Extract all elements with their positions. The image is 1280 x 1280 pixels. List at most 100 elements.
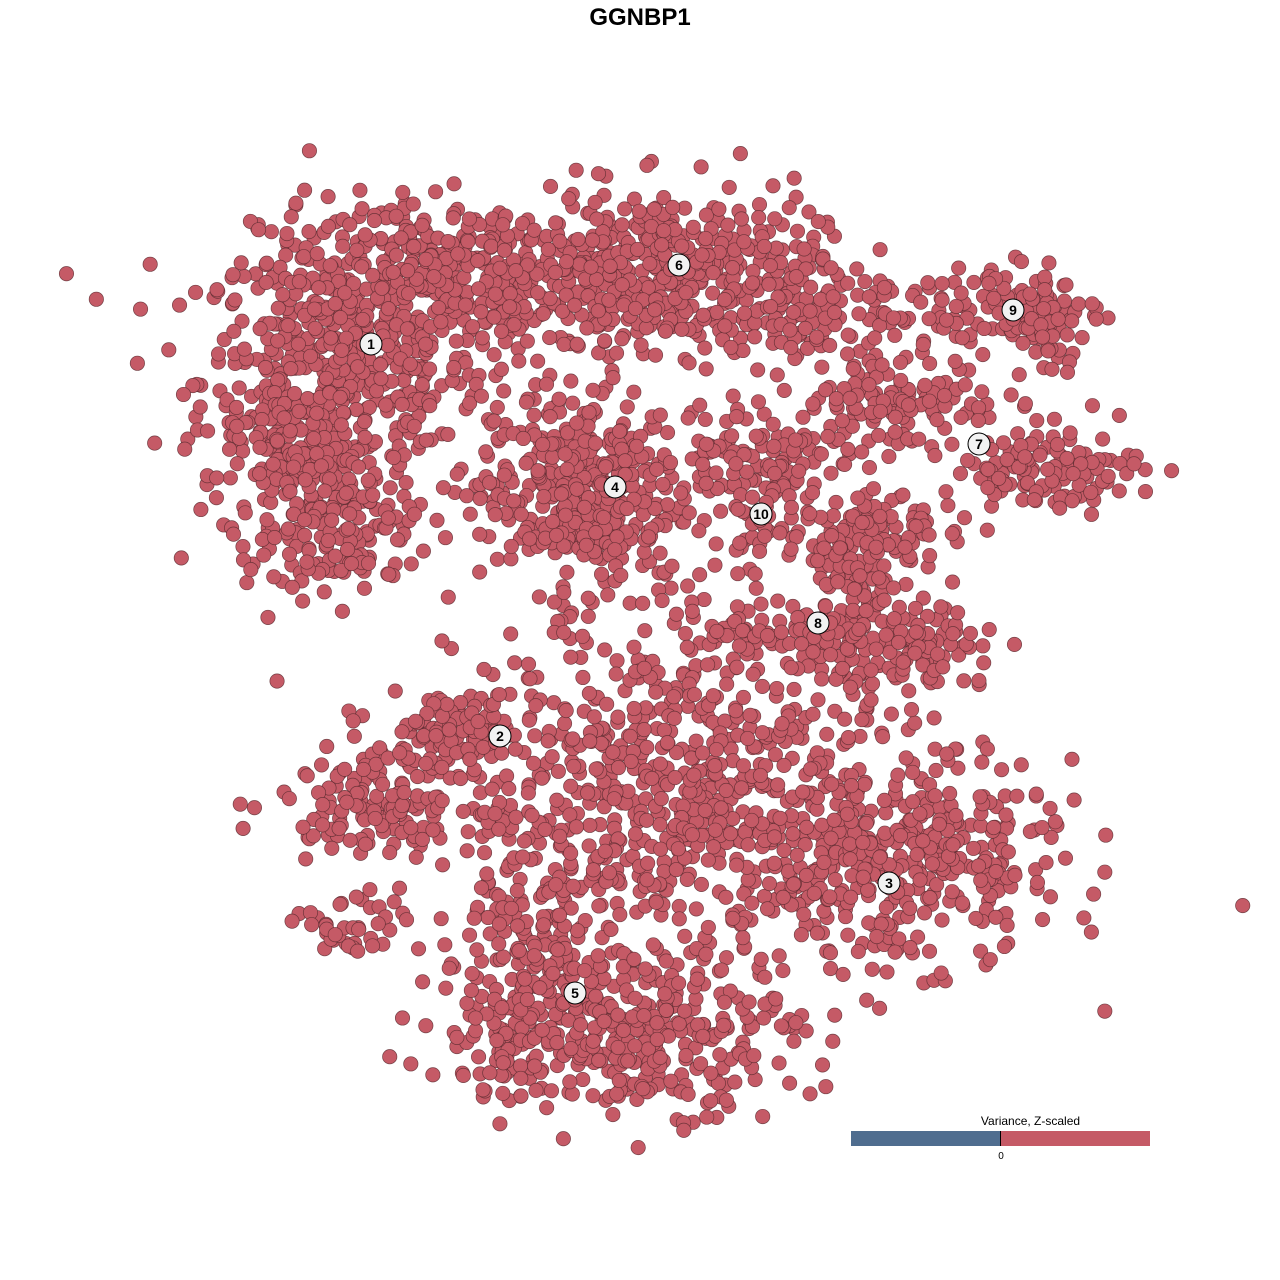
- data-point: [970, 412, 986, 429]
- data-point: [911, 431, 927, 447]
- data-point: [901, 397, 917, 413]
- data-point: [708, 742, 725, 758]
- data-point: [636, 1008, 652, 1024]
- data-point: [1026, 492, 1042, 508]
- data-point: [931, 816, 947, 832]
- data-point: [637, 623, 653, 639]
- data-point: [902, 900, 918, 916]
- data-point: [585, 382, 601, 398]
- data-point: [578, 537, 594, 553]
- data-point: [996, 938, 1012, 955]
- data-point: [577, 963, 593, 979]
- data-point: [745, 666, 761, 682]
- data-point: [548, 877, 564, 893]
- data-point: [830, 574, 846, 590]
- data-point: [842, 679, 858, 695]
- data-point: [718, 1092, 734, 1108]
- data-point: [486, 347, 502, 363]
- data-point: [652, 1050, 668, 1066]
- data-point: [528, 1082, 544, 1099]
- data-point: [805, 706, 821, 722]
- cluster-label-6: 6: [667, 253, 691, 277]
- data-point: [482, 1065, 498, 1081]
- data-point: [581, 404, 597, 421]
- data-point: [656, 722, 672, 738]
- data-point: [872, 403, 888, 419]
- data-point: [301, 143, 317, 159]
- data-point: [373, 370, 389, 387]
- data-point: [905, 794, 921, 810]
- data-point: [327, 548, 343, 564]
- data-point: [676, 1122, 692, 1138]
- data-point: [839, 806, 855, 822]
- data-point: [299, 554, 315, 570]
- data-point: [565, 395, 581, 411]
- data-point: [563, 649, 579, 665]
- data-point: [556, 584, 572, 600]
- data-point: [951, 260, 967, 276]
- data-point: [266, 569, 282, 585]
- data-point: [762, 258, 778, 274]
- cluster-label-text: 9: [1009, 302, 1017, 318]
- data-point: [783, 541, 799, 557]
- data-point: [471, 281, 487, 297]
- data-point: [252, 439, 268, 455]
- data-point: [406, 418, 422, 434]
- data-point: [280, 521, 296, 537]
- data-point: [1070, 296, 1087, 312]
- data-point: [926, 710, 942, 726]
- data-point: [851, 306, 867, 322]
- data-point: [695, 1028, 711, 1044]
- data-point: [465, 319, 481, 335]
- data-point: [692, 567, 708, 583]
- data-point: [639, 739, 655, 755]
- data-point: [610, 1039, 626, 1056]
- data-point: [956, 510, 973, 526]
- data-point: [559, 564, 575, 580]
- data-point: [979, 741, 995, 757]
- data-point: [557, 507, 574, 523]
- data-point: [731, 638, 747, 654]
- data-point: [868, 539, 884, 555]
- data-point: [426, 269, 442, 285]
- data-point: [284, 579, 300, 595]
- data-point: [441, 960, 457, 976]
- data-point: [350, 459, 367, 475]
- data-point: [535, 436, 551, 453]
- data-point: [605, 1107, 621, 1123]
- data-point: [562, 1074, 578, 1090]
- data-point: [489, 551, 505, 567]
- data-point: [209, 470, 225, 486]
- data-point: [944, 574, 961, 590]
- data-point: [697, 411, 713, 427]
- data-point: [934, 292, 950, 308]
- data-point: [1009, 788, 1025, 804]
- data-point: [700, 852, 716, 868]
- data-point: [723, 339, 739, 355]
- data-point: [774, 716, 790, 732]
- data-point: [652, 407, 668, 423]
- data-point: [773, 1018, 789, 1034]
- data-point: [433, 314, 449, 330]
- data-point: [511, 943, 527, 959]
- data-point: [776, 842, 792, 858]
- data-point: [859, 992, 875, 1008]
- data-point: [619, 501, 635, 517]
- data-point: [334, 603, 350, 619]
- data-point: [557, 446, 573, 462]
- data-point: [526, 948, 542, 964]
- data-point: [530, 463, 546, 479]
- data-point: [966, 274, 982, 290]
- cluster-label-text: 10: [753, 506, 769, 522]
- data-point: [275, 287, 291, 303]
- cluster-label-text: 7: [975, 436, 983, 452]
- data-point: [820, 429, 836, 445]
- data-point: [496, 242, 513, 258]
- data-point: [270, 300, 286, 316]
- data-point: [1013, 254, 1030, 270]
- data-point: [973, 872, 989, 888]
- data-point: [648, 894, 664, 910]
- data-point: [270, 333, 286, 349]
- data-point: [627, 990, 643, 1006]
- data-point: [795, 409, 811, 425]
